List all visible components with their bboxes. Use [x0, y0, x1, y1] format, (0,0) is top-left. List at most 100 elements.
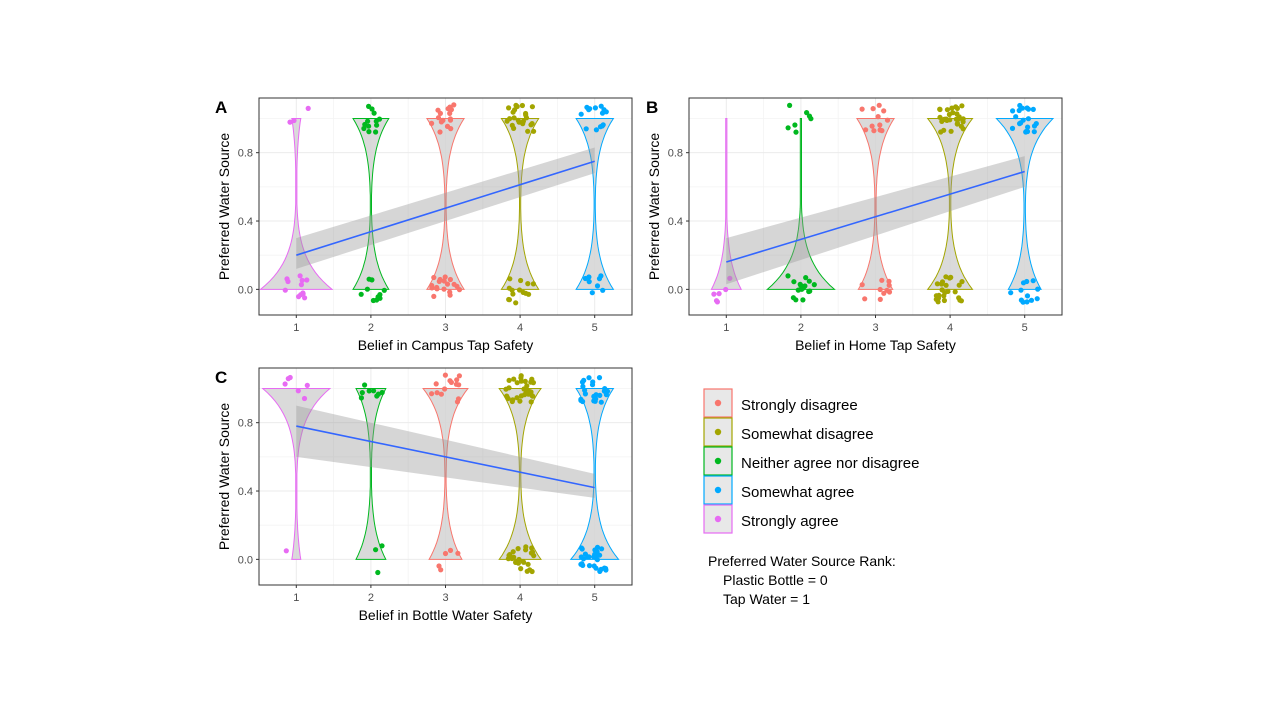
point-tap1: [376, 116, 383, 122]
point-tap1: [373, 129, 379, 135]
point-tap0: [527, 567, 533, 573]
point-tap1: [504, 118, 510, 124]
point-tap0: [444, 281, 451, 287]
y-axis-title: Preferred Water Source: [216, 403, 232, 551]
point-tap0: [429, 282, 435, 289]
point-tap1: [442, 372, 448, 378]
point-tap1: [1030, 106, 1036, 112]
point-tap0: [434, 284, 440, 291]
point-tap0: [525, 561, 531, 567]
point-tap1: [362, 382, 368, 388]
point-tap0: [578, 554, 584, 560]
violin-3: [426, 118, 465, 290]
point-tap0: [799, 286, 805, 292]
point-tap1: [948, 128, 954, 134]
point-tap0: [1034, 296, 1040, 302]
point-tap1: [518, 375, 524, 381]
point-tap1: [529, 104, 536, 110]
panel-letter: B: [646, 98, 658, 117]
point-tap1: [379, 389, 385, 396]
point-tap1: [531, 128, 537, 134]
point-tap0: [300, 290, 306, 296]
point-tap0: [373, 547, 379, 553]
point-tap1: [515, 117, 521, 123]
point-tap0: [283, 548, 289, 554]
point-tap0: [282, 287, 288, 293]
legend-dot-somewhat-agree: [714, 486, 722, 494]
y-tick-label: 0.4: [668, 216, 683, 228]
legend-label-somewhat-agree: Somewhat agree: [741, 484, 854, 501]
point-tap1: [287, 119, 293, 125]
y-tick-label: 0.4: [238, 216, 253, 228]
rank-note-title: Preferred Water Source Rank:: [708, 553, 896, 569]
point-tap1: [954, 111, 960, 117]
y-tick-label: 0.0: [238, 284, 253, 296]
point-tap1: [528, 379, 534, 385]
point-tap0: [579, 561, 585, 567]
x-tick-label: 4: [947, 322, 953, 334]
point-tap1: [598, 399, 604, 405]
point-tap1: [366, 129, 372, 135]
point-tap0: [586, 563, 593, 569]
point-tap0: [285, 278, 291, 285]
x-axis-title: Belief in Home Tap Safety: [795, 337, 956, 353]
point-tap0: [523, 547, 529, 553]
panel-c: C 0.0 0.4 0.8 1 2 3 4 5 Belief in Bottle Water Sa…: [215, 367, 633, 623]
point-tap0: [529, 549, 536, 555]
violin-1: [261, 388, 332, 560]
point-tap1: [455, 396, 462, 402]
y-tick-label: 0.0: [238, 554, 253, 566]
x-axis-title: Belief in Campus Tap Safety: [358, 337, 534, 353]
point-tap1: [366, 123, 372, 129]
point-tap0: [1030, 278, 1036, 284]
point-tap1: [587, 106, 593, 112]
point-tap0: [431, 274, 437, 281]
point-tap1: [1025, 106, 1032, 112]
trend-line: [296, 160, 595, 256]
point-tap0: [596, 276, 603, 282]
legend-label-strongly-agree: Strongly agree: [741, 513, 839, 530]
x-tick-label: 5: [592, 322, 598, 334]
point-tap0: [1024, 293, 1031, 299]
point-tap1: [1025, 116, 1031, 122]
point-tap0: [727, 275, 733, 281]
point-tap1: [960, 119, 966, 125]
point-tap1: [1016, 107, 1022, 114]
point-tap1: [877, 127, 883, 133]
point-tap1: [525, 388, 532, 394]
point-tap0: [716, 291, 722, 297]
point-tap1: [528, 399, 534, 405]
point-tap1: [528, 122, 534, 128]
point-tap1: [366, 388, 372, 394]
legend-label-somewhat-disagree: Somewhat disagree: [741, 426, 874, 443]
point-tap1: [578, 111, 584, 117]
point-tap1: [871, 128, 877, 134]
point-tap0: [956, 295, 962, 301]
point-tap0: [952, 289, 958, 295]
point-tap0: [785, 273, 791, 279]
point-tap1: [598, 103, 604, 109]
violin-2: [355, 388, 387, 560]
x-tick-label: 1: [293, 322, 299, 334]
point-tap0: [791, 279, 797, 285]
point-tap1: [447, 110, 453, 116]
point-tap0: [520, 558, 526, 565]
trend-line: [726, 170, 1025, 263]
point-tap1: [601, 107, 607, 113]
trend-line: [296, 425, 595, 489]
y-axis-title: Preferred Water Source: [216, 133, 232, 281]
point-tap1: [509, 398, 515, 405]
point-tap1: [954, 120, 961, 127]
point-tap0: [456, 287, 463, 293]
point-tap0: [945, 288, 951, 294]
point-tap1: [359, 390, 365, 396]
point-tap1: [1023, 128, 1029, 135]
point-tap0: [441, 286, 447, 292]
point-tap1: [429, 391, 435, 397]
point-tap1: [591, 398, 597, 404]
point-tap0: [797, 281, 803, 287]
chart-panels: A 0.0 0.4 0.8 1 2 3 4 5 Belief in Campus Tap Safe…: [215, 97, 1063, 623]
violin-5: [569, 388, 620, 560]
point-tap0: [377, 292, 383, 298]
point-tap1: [442, 386, 448, 392]
